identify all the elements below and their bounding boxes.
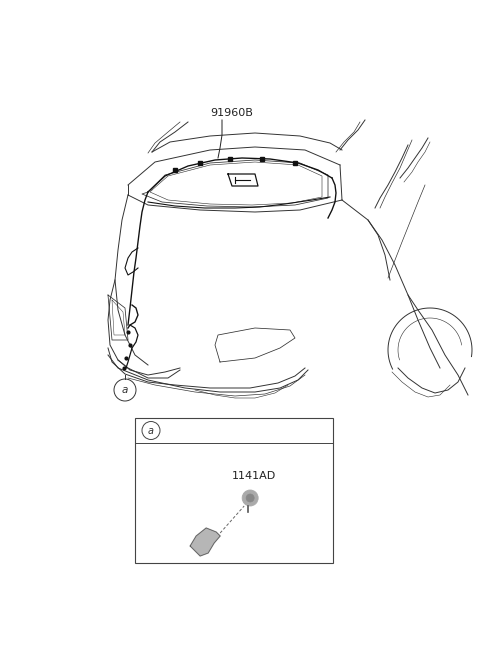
Text: 1141AD: 1141AD [232, 471, 276, 481]
Text: a: a [148, 426, 154, 436]
Text: a: a [122, 385, 128, 395]
Circle shape [246, 494, 254, 502]
Circle shape [242, 490, 258, 506]
Bar [135, 418, 333, 563]
Text: 91960B: 91960B [210, 108, 253, 118]
Polygon shape [190, 528, 220, 556]
